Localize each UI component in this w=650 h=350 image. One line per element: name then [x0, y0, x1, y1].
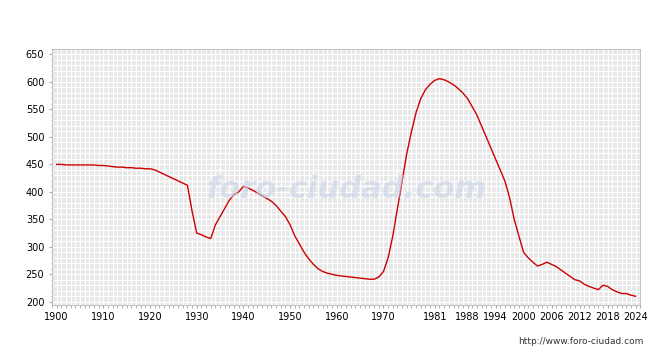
- Text: La Torre (Municipio) - Evolucion del numero de Habitantes: La Torre (Municipio) - Evolucion del num…: [103, 14, 547, 28]
- Text: http://www.foro-ciudad.com: http://www.foro-ciudad.com: [518, 337, 644, 346]
- Text: foro-ciudad.com: foro-ciudad.com: [206, 175, 486, 204]
